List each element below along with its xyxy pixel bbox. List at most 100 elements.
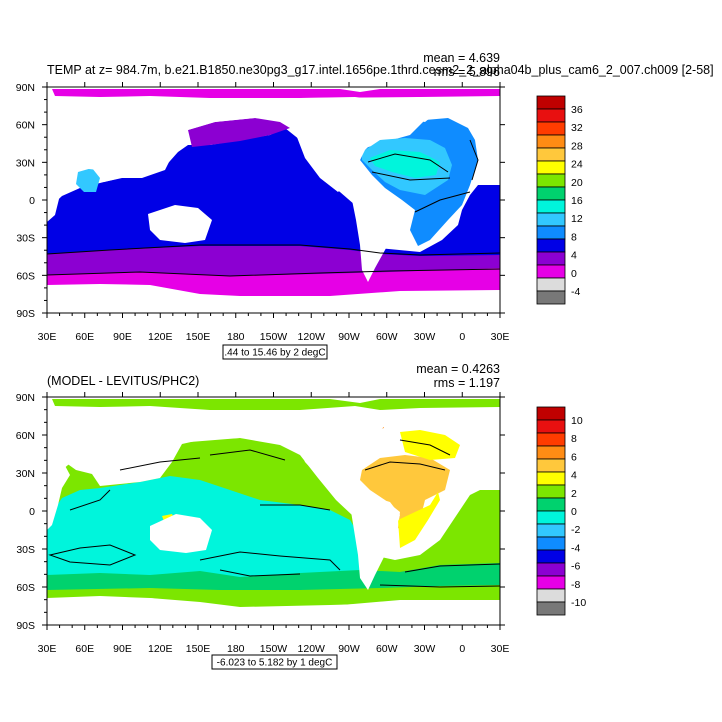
colorbar-label: 0 xyxy=(571,268,577,280)
colorbar-label: 28 xyxy=(571,140,583,152)
x-tick-label: 180 xyxy=(227,331,245,343)
x-tick-label: 150W xyxy=(260,331,288,343)
colorbar-swatch xyxy=(536,199,566,214)
panel-2-colorbar: 10 8 6 4 2 0 -2 -4 -6 -8 -10 xyxy=(536,406,586,616)
panel-2-mean: mean = 0.4263 xyxy=(416,362,500,376)
x-tick-label: 120W xyxy=(298,643,326,655)
panel-1: TEMP at z= 984.7m, b.e21.B1850.ne30pg3_g… xyxy=(16,51,714,360)
colorbar-label: 8 xyxy=(571,433,577,445)
colorbar-label: -4 xyxy=(571,286,580,298)
colorbar-label: 20 xyxy=(571,177,583,189)
x-tick-label: 120E xyxy=(148,643,173,655)
y-tick-label: 30N xyxy=(16,157,35,169)
x-tick-label: 60W xyxy=(376,643,398,655)
colorbar-swatch xyxy=(536,160,566,175)
panel-2-contour-note-box: -6.023 to 5.182 by 1 degC xyxy=(211,654,338,670)
panel-1-arctic-ocean xyxy=(52,89,500,100)
colorbar-label: -2 xyxy=(571,524,580,536)
colorbar-swatch xyxy=(536,510,566,525)
y-tick-label: 60S xyxy=(16,270,35,282)
panel-1-north-pacific-purple xyxy=(188,118,290,147)
colorbar-swatch xyxy=(536,290,566,305)
colorbar-swatch xyxy=(536,147,566,162)
colorbar-label: 4 xyxy=(571,470,577,482)
panel-1-purple-band xyxy=(47,244,500,276)
y-tick-label: 90N xyxy=(16,392,35,404)
panel-2-land-greenland xyxy=(392,408,440,430)
colorbar-label: 32 xyxy=(571,122,583,134)
colorbar-swatch xyxy=(536,134,566,149)
colorbar-swatch xyxy=(536,601,566,616)
colorbar-swatch xyxy=(536,264,566,279)
colorbar-swatch xyxy=(536,588,566,603)
panel-1-land-greenland xyxy=(395,99,440,122)
x-tick-label: 150E xyxy=(186,331,211,343)
y-tick-label: 90S xyxy=(16,308,35,320)
x-tick-label: 30E xyxy=(491,643,510,655)
colorbar-swatch xyxy=(536,536,566,551)
colorbar-swatch xyxy=(536,497,566,512)
panel-1-contour-note: .44 to 15.46 by 2 degC xyxy=(224,348,325,359)
colorbar-swatch xyxy=(536,225,566,240)
panel-1-land-north-america xyxy=(290,97,420,192)
panel-1-land-africa xyxy=(47,150,70,222)
colorbar-swatch xyxy=(536,575,566,590)
x-tick-label: 120W xyxy=(298,331,326,343)
x-tick-label: 90W xyxy=(338,331,360,343)
x-tick-label: 60E xyxy=(75,643,94,655)
x-tick-label: 0 xyxy=(459,331,465,343)
colorbar-swatch xyxy=(536,251,566,266)
colorbar-swatch xyxy=(536,108,566,123)
colorbar-swatch xyxy=(536,406,566,421)
panel-1-mean: mean = 4.639 xyxy=(423,51,500,65)
panel-1-land-eurasia xyxy=(47,98,300,182)
x-tick-label: 30E xyxy=(491,331,510,343)
colorbar-swatch xyxy=(536,432,566,447)
panel-1-contour-note-box: .44 to 15.46 by 2 degC xyxy=(222,344,328,360)
panel-1-arabian-sea-blue xyxy=(76,168,100,192)
colorbar-label: 4 xyxy=(571,250,577,262)
panel-2-atlantic-yellow xyxy=(360,455,450,535)
x-tick-label: 60E xyxy=(75,331,94,343)
colorbar-swatch xyxy=(536,212,566,227)
colorbar-swatch xyxy=(536,445,566,460)
panel-2-land-australia xyxy=(150,514,212,553)
y-tick-label: 30N xyxy=(16,468,35,480)
colorbar-swatch xyxy=(536,277,566,292)
panel-1-land-south-america xyxy=(352,192,402,282)
panel-1-contours xyxy=(47,139,500,277)
panel-1-land-antarctica xyxy=(47,288,500,313)
colorbar-swatch xyxy=(536,471,566,486)
colorbar-swatch xyxy=(536,121,566,136)
colorbar-label: -10 xyxy=(571,597,586,609)
colorbar-label: 36 xyxy=(571,104,583,116)
colorbar-swatch xyxy=(536,549,566,564)
colorbar-label: -4 xyxy=(571,542,580,554)
colorbar-swatch xyxy=(536,419,566,434)
colorbar-label: -8 xyxy=(571,579,580,591)
colorbar-swatch xyxy=(536,523,566,538)
panel-2-land-eurasia xyxy=(47,410,300,486)
panel-1-southern-ocean-magenta xyxy=(47,268,500,296)
panel-2-title: (MODEL - LEVITUS/PHC2) xyxy=(47,374,199,388)
panel-2: (MODEL - LEVITUS/PHC2) mean = 0.4263 rms… xyxy=(16,362,586,670)
y-tick-label: 0 xyxy=(29,506,35,518)
panel-1-title: TEMP at z= 984.7m, b.e21.B1850.ne30pg3_g… xyxy=(47,63,714,77)
panel-2-arctic-ocean xyxy=(52,399,500,410)
colorbar-swatch xyxy=(536,173,566,188)
colorbar-label: 2 xyxy=(571,488,577,500)
colorbar-label: 24 xyxy=(571,159,583,171)
colorbar-label: 8 xyxy=(571,231,577,243)
x-tick-label: 180 xyxy=(227,643,245,655)
y-tick-label: 60N xyxy=(16,430,35,442)
x-tick-label: 150W xyxy=(260,643,288,655)
y-tick-label: 30S xyxy=(16,544,35,556)
panel-2-land-south-america xyxy=(350,496,400,590)
x-tick-label: 90E xyxy=(113,643,132,655)
panel-1-colorbar: 36 32 28 24 20 16 12 8 4 0 -4 xyxy=(536,95,583,305)
colorbar-label: 6 xyxy=(571,451,577,463)
x-tick-label: 0 xyxy=(459,643,465,655)
x-tick-label: 30E xyxy=(38,643,57,655)
panel-1-axes: 30E 60E 90E 120E 150E 180 150W 120W 90W 60W 30W 0 30… xyxy=(16,82,510,343)
